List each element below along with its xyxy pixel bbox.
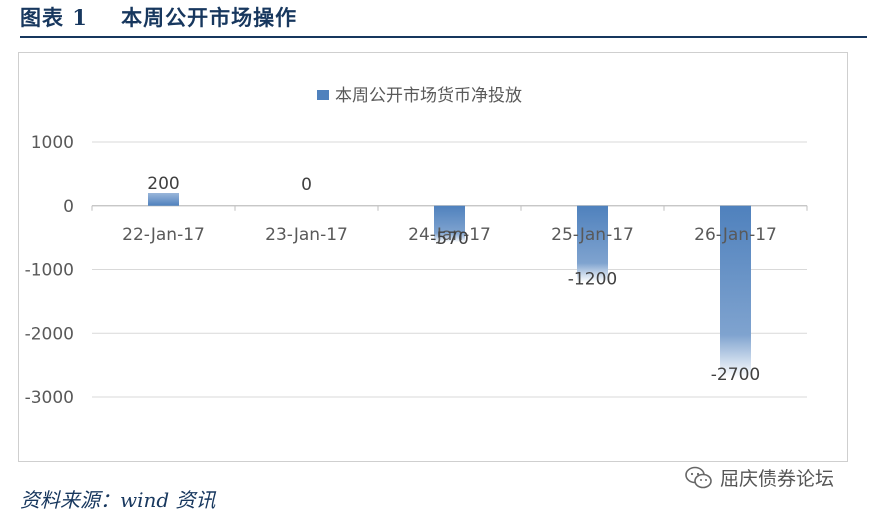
bar bbox=[720, 205, 751, 378]
title-rule bbox=[20, 36, 867, 38]
legend-label: 本周公开市场货币净投放 bbox=[335, 86, 522, 106]
bar bbox=[434, 205, 465, 243]
data-label: 200 bbox=[147, 174, 179, 194]
x-tick-label: 22-Jan-17 bbox=[122, 225, 205, 245]
x-tick-label: 25-Jan-17 bbox=[551, 225, 634, 245]
legend: 本周公开市场货币净投放 bbox=[317, 86, 522, 106]
bar bbox=[148, 193, 179, 206]
y-tick-label: -1000 bbox=[25, 261, 74, 281]
x-tick-label: 26-Jan-17 bbox=[694, 225, 777, 245]
data-label: -2700 bbox=[711, 365, 760, 385]
x-tick-label: 23-Jan-17 bbox=[265, 225, 348, 245]
y-tick-label: 1000 bbox=[31, 133, 74, 153]
watermark-label: 屈庆债券论坛 bbox=[720, 468, 835, 490]
wechat-icon bbox=[685, 466, 712, 488]
y-tick-label: -3000 bbox=[25, 388, 74, 408]
watermark: 屈庆债券论坛 bbox=[684, 464, 834, 491]
data-label: -570 bbox=[430, 229, 469, 249]
source-note: 资料来源：wind 资讯 bbox=[20, 488, 216, 512]
bar-chart: 本周公开市场货币净投放 1000 0 -1000 -2000 -3000 22-Jan-… bbox=[25, 86, 808, 408]
bar bbox=[577, 205, 608, 283]
y-tick-label: 0 bbox=[63, 197, 74, 217]
data-label: 0 bbox=[301, 175, 312, 195]
figure-title: 图表 1 本周公开市场操作 bbox=[20, 5, 298, 30]
y-tick-label: -2000 bbox=[25, 324, 74, 344]
x-tick-label: 24-Jan-17 bbox=[408, 225, 491, 245]
legend-swatch bbox=[317, 90, 329, 100]
chart-frame: 本周公开市场货币净投放 1000 0 -1000 -2000 -3000 22-Jan-… bbox=[18, 52, 848, 462]
data-label: -1200 bbox=[568, 269, 617, 289]
